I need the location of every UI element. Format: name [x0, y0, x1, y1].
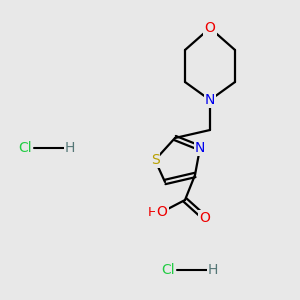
- Text: O: O: [200, 211, 210, 225]
- Text: O: O: [205, 21, 215, 35]
- Text: Cl: Cl: [18, 141, 32, 155]
- Text: H: H: [65, 141, 75, 155]
- Text: N: N: [195, 141, 205, 155]
- Text: H: H: [208, 263, 218, 277]
- Text: O: O: [157, 205, 167, 219]
- Text: N: N: [205, 93, 215, 107]
- Text: Cl: Cl: [161, 263, 175, 277]
- Text: S: S: [151, 153, 159, 167]
- Text: H: H: [148, 206, 158, 218]
